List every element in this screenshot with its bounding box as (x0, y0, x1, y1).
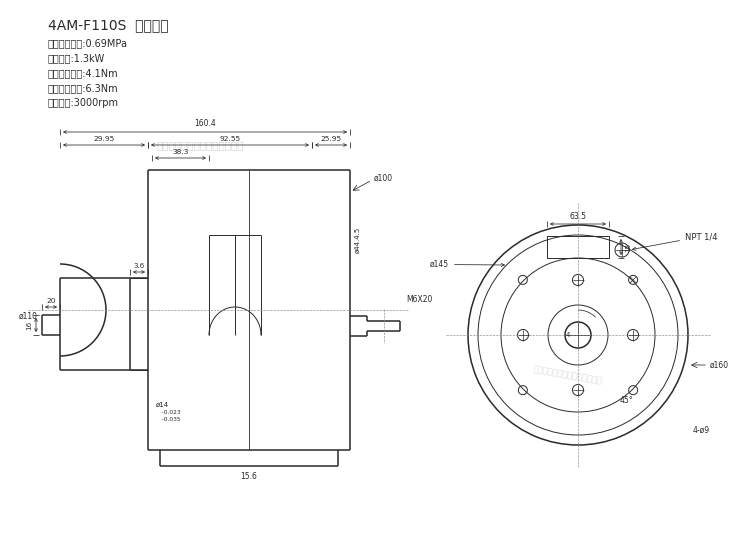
Text: 最大输出扔矩:6.3Nm: 最大输出扔矩:6.3Nm (48, 83, 118, 93)
Text: 29.95: 29.95 (93, 136, 115, 142)
Text: 15: 15 (625, 242, 631, 252)
Text: M6X20: M6X20 (406, 295, 432, 305)
Text: ø44.4.5: ø44.4.5 (355, 227, 361, 253)
Text: 20: 20 (46, 298, 56, 304)
Text: 25.95: 25.95 (320, 136, 341, 142)
Text: 92.55: 92.55 (220, 136, 241, 142)
Text: 额定工作气压:0.69MPa: 额定工作气压:0.69MPa (48, 38, 128, 48)
Bar (547, 236, 609, 258)
Text: NPT 1/4: NPT 1/4 (632, 232, 718, 251)
Text: 3.6: 3.6 (134, 263, 145, 269)
Text: 16: 16 (26, 321, 32, 330)
Text: ø160: ø160 (710, 360, 729, 370)
Text: 4: 4 (566, 332, 570, 338)
Text: 4-ø9: 4-ø9 (693, 426, 710, 435)
Text: ø145: ø145 (430, 260, 504, 269)
Text: 63.5: 63.5 (569, 212, 586, 221)
Text: ø100: ø100 (374, 174, 393, 182)
Text: 45°: 45° (620, 396, 634, 405)
Text: 上海鹏杰精密机械制造有限公司: 上海鹏杰精密机械制造有限公司 (156, 140, 244, 150)
Text: 上海鹏杰精密机械制造有限公司: 上海鹏杰精密机械制造有限公司 (532, 365, 603, 385)
Text: 15.6: 15.6 (241, 472, 257, 481)
Text: ø14: ø14 (156, 402, 170, 408)
Text: 最大转速:3000rpm: 最大转速:3000rpm (48, 98, 119, 108)
Text: -0.023: -0.023 (156, 410, 181, 415)
Text: ø110: ø110 (19, 312, 38, 321)
Text: 额定功率:1.3kW: 额定功率:1.3kW (48, 53, 105, 63)
Text: 4AM-F110S  气动马达: 4AM-F110S 气动马达 (48, 18, 169, 32)
Text: 38.3: 38.3 (172, 149, 189, 155)
Text: -0.035: -0.035 (156, 417, 181, 422)
Text: 额定输出扔矩:4.1Nm: 额定输出扔矩:4.1Nm (48, 68, 118, 78)
Text: 160.4: 160.4 (194, 119, 216, 128)
